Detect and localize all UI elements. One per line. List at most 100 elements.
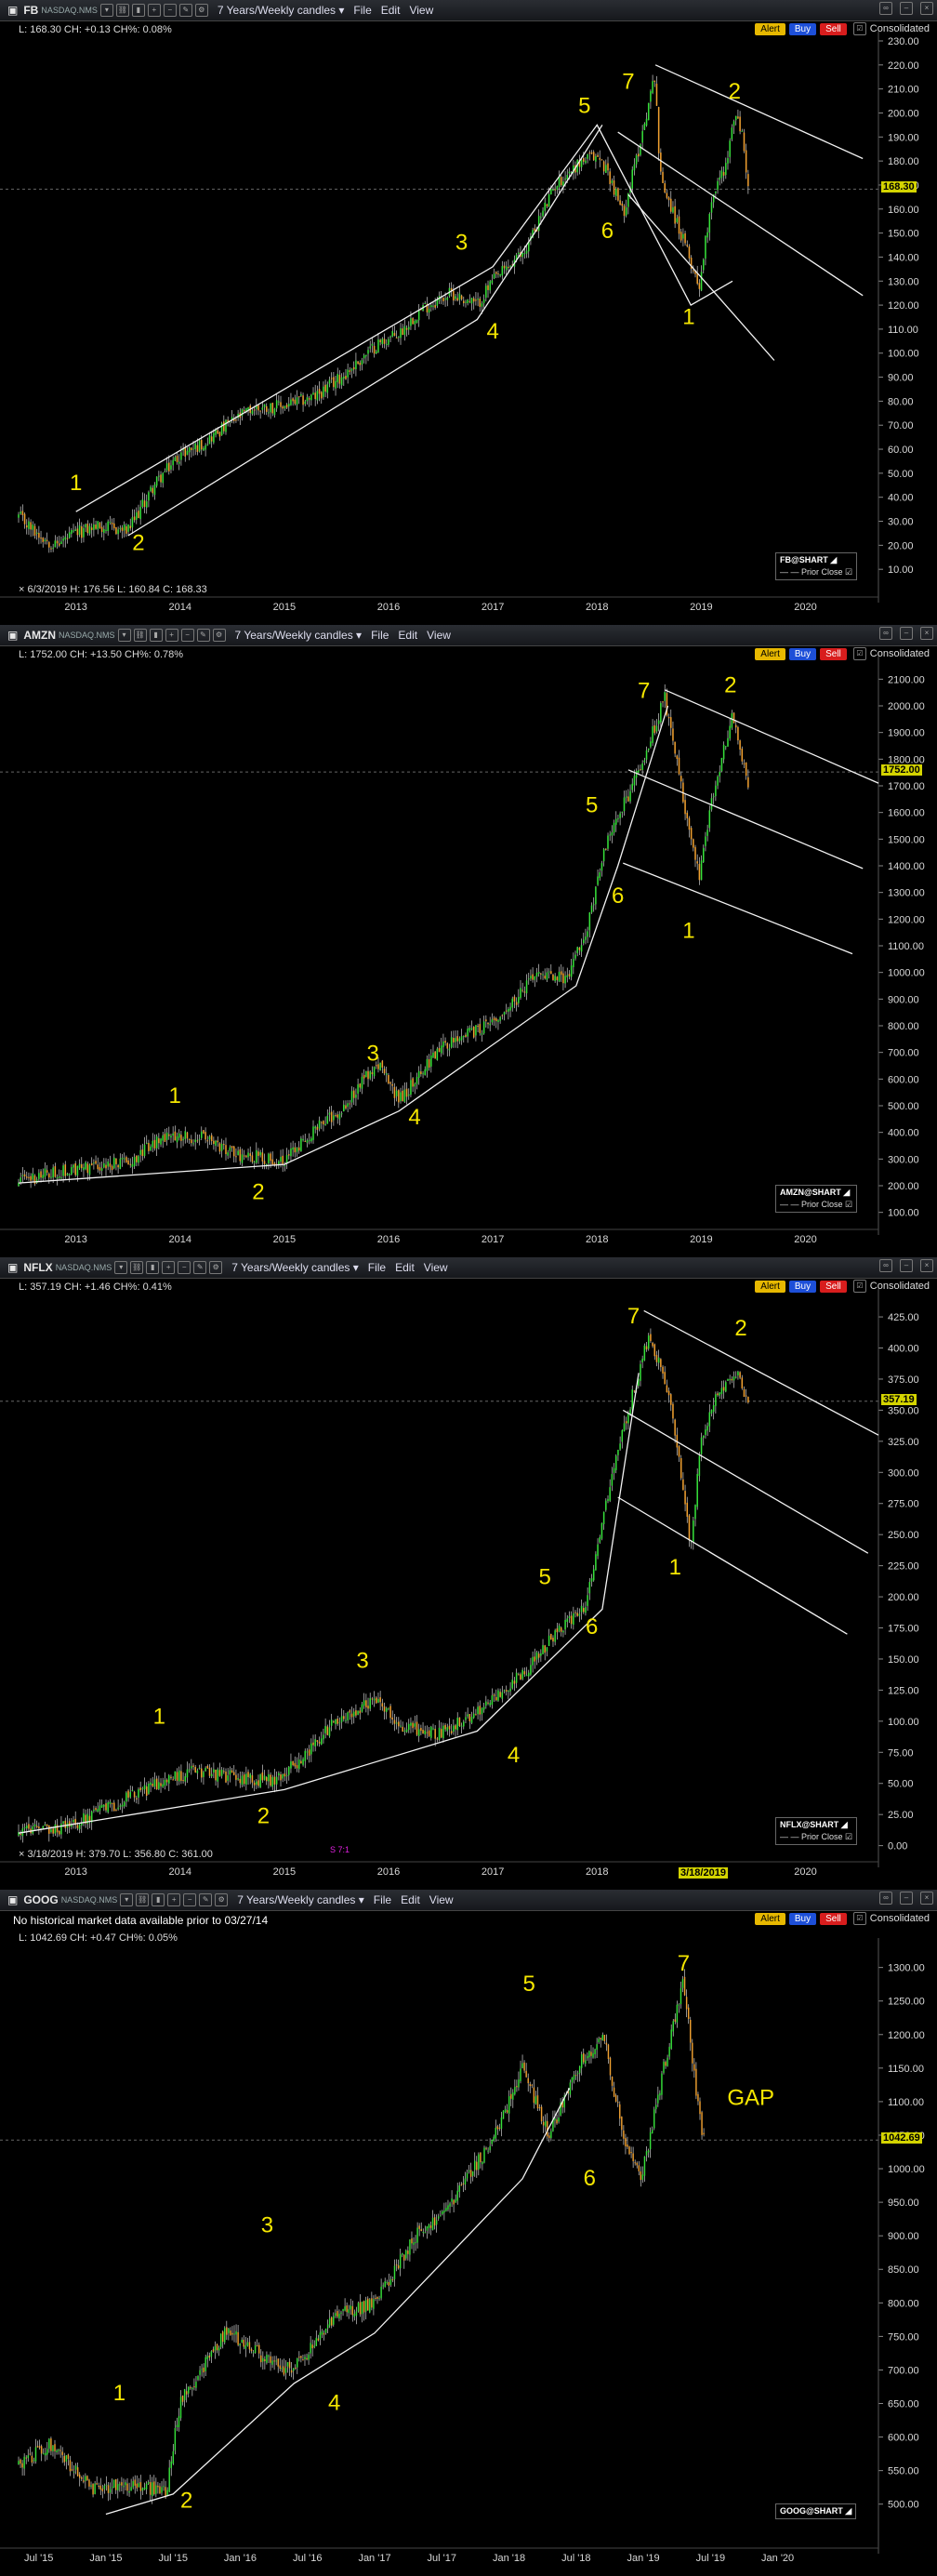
zoom-in-icon[interactable]: + [167, 1893, 181, 1906]
chart-window-icon[interactable]: ▣ [7, 4, 19, 17]
chart-window-icon[interactable]: ▣ [7, 629, 19, 642]
legend-box[interactable]: NFLX@SHART ◢ — — Prior Close ☑ [775, 1817, 858, 1845]
price-chart[interactable]: 500.00550.00600.00650.00700.00750.00800.… [0, 1890, 937, 2576]
settings-icon[interactable]: ⚙ [215, 1893, 229, 1906]
minimize-icon[interactable]: – [900, 1259, 913, 1272]
sell-button[interactable]: Sell [820, 1912, 847, 1925]
sell-button[interactable]: Sell [820, 647, 847, 660]
price-chart[interactable]: 100.00200.00300.00400.00500.00600.00700.… [0, 625, 937, 1257]
menu-view[interactable]: View [427, 629, 451, 642]
close-icon[interactable]: × [920, 1259, 933, 1272]
link-icon[interactable]: ⛓ [133, 629, 147, 642]
trend-line[interactable] [643, 1309, 879, 1436]
link-icon[interactable]: ⛓ [130, 1261, 144, 1274]
link-group-icon[interactable]: ∞ [879, 1259, 892, 1272]
period-selector[interactable]: 7 Years/Weekly candles ▾ [231, 1261, 359, 1274]
symbol-label[interactable]: FB [23, 4, 39, 17]
price-chart[interactable]: 0.0025.0050.0075.00100.00125.00150.00175… [0, 1257, 937, 1890]
chart-window-icon[interactable]: ▣ [7, 1261, 19, 1274]
zoom-in-icon[interactable]: + [162, 1261, 176, 1274]
legend-box[interactable]: AMZN@SHART ◢ — — Prior Close ☑ [775, 1185, 858, 1213]
link-group-icon[interactable]: ∞ [879, 1892, 892, 1905]
menu-file[interactable]: File [353, 4, 372, 17]
period-selector[interactable]: 7 Years/Weekly candles ▾ [234, 629, 363, 642]
link-group-icon[interactable]: ∞ [879, 627, 892, 640]
trend-line[interactable] [617, 1496, 848, 1635]
zoom-in-icon[interactable]: + [165, 629, 178, 642]
legend-box[interactable]: GOOG@SHART ◢ [775, 2503, 857, 2519]
trend-line[interactable] [627, 193, 775, 361]
menu-file[interactable]: File [371, 629, 389, 642]
trend-line[interactable] [654, 64, 864, 160]
legend-item-prior-close[interactable]: — — Prior Close ☑ [780, 1200, 853, 1209]
close-icon[interactable]: × [920, 1892, 933, 1905]
link-group-icon[interactable]: ∞ [879, 2, 892, 15]
close-icon[interactable]: × [920, 2, 933, 15]
menu-view[interactable]: View [409, 4, 434, 17]
sell-button[interactable]: Sell [820, 22, 847, 35]
symbol-label[interactable]: NFLX [23, 1261, 53, 1274]
checkbox-icon[interactable]: ☑ [852, 22, 866, 35]
menu-file[interactable]: File [373, 1893, 392, 1906]
trend-line[interactable] [623, 862, 853, 955]
period-selector[interactable]: 7 Years/Weekly candles ▾ [217, 4, 345, 17]
zoom-out-icon[interactable]: − [183, 1893, 197, 1906]
menu-view[interactable]: View [423, 1261, 448, 1274]
trend-line[interactable] [18, 1373, 640, 1834]
price-chart[interactable]: 10.0020.0030.0040.0050.0060.0070.0080.00… [0, 0, 937, 625]
alert-button[interactable]: Alert [755, 647, 785, 660]
buy-button[interactable]: Buy [788, 22, 817, 35]
buy-button[interactable]: Buy [788, 647, 817, 660]
buy-button[interactable]: Buy [788, 1280, 817, 1293]
legend-item-prior-close[interactable]: — — Prior Close ☑ [780, 1832, 853, 1841]
zoom-in-icon[interactable]: + [147, 4, 161, 17]
symbol-label[interactable]: GOOG [23, 1893, 59, 1906]
split-marker[interactable]: S 7:1 [330, 1845, 350, 1854]
trend-line[interactable] [105, 2088, 571, 2516]
dropdown-chevron-icon[interactable]: ▾ [120, 1893, 134, 1906]
zoom-out-icon[interactable]: − [178, 1261, 191, 1274]
checkbox-icon[interactable]: ☑ [852, 1280, 866, 1293]
zoom-out-icon[interactable]: − [163, 4, 177, 17]
zoom-out-icon[interactable]: − [180, 629, 194, 642]
draw-tool-icon[interactable]: ✎ [196, 629, 210, 642]
settings-icon[interactable]: ⚙ [212, 629, 226, 642]
symbol-label[interactable]: AMZN [23, 629, 57, 642]
sell-button[interactable]: Sell [820, 1280, 847, 1293]
checkbox-icon[interactable]: ☑ [852, 647, 866, 660]
bar-type-icon[interactable]: ▮ [152, 1893, 165, 1906]
menu-edit[interactable]: Edit [398, 629, 418, 642]
menu-view[interactable]: View [429, 1893, 454, 1906]
trend-line[interactable] [127, 125, 603, 537]
dropdown-chevron-icon[interactable]: ▾ [99, 4, 113, 17]
minimize-icon[interactable]: – [900, 1892, 913, 1905]
draw-tool-icon[interactable]: ✎ [193, 1261, 207, 1274]
dropdown-chevron-icon[interactable]: ▾ [117, 629, 131, 642]
settings-icon[interactable]: ⚙ [194, 4, 208, 17]
minimize-icon[interactable]: – [900, 627, 913, 640]
alert-button[interactable]: Alert [755, 22, 785, 35]
alert-button[interactable]: Alert [755, 1912, 785, 1925]
legend-item-prior-close[interactable]: — — Prior Close ☑ [780, 567, 853, 577]
trend-line[interactable] [18, 705, 669, 1184]
draw-tool-icon[interactable]: ✎ [178, 4, 192, 17]
legend-box[interactable]: FB@SHART ◢ — — Prior Close ☑ [775, 552, 858, 580]
settings-icon[interactable]: ⚙ [209, 1261, 223, 1274]
chart-window-icon[interactable]: ▣ [7, 1893, 19, 1906]
minimize-icon[interactable]: – [900, 2, 913, 15]
alert-button[interactable]: Alert [755, 1280, 785, 1293]
checkbox-icon[interactable]: ☑ [852, 1912, 866, 1925]
trend-line[interactable] [617, 131, 864, 297]
dropdown-chevron-icon[interactable]: ▾ [114, 1261, 128, 1274]
bar-type-icon[interactable]: ▮ [131, 4, 145, 17]
link-icon[interactable]: ⛓ [136, 1893, 150, 1906]
trend-line[interactable] [622, 1409, 869, 1554]
bar-type-icon[interactable]: ▮ [149, 629, 163, 642]
close-icon[interactable]: × [920, 627, 933, 640]
trend-line[interactable] [627, 769, 864, 870]
link-icon[interactable]: ⛓ [115, 4, 129, 17]
trend-line[interactable] [75, 124, 733, 512]
buy-button[interactable]: Buy [788, 1912, 817, 1925]
bar-type-icon[interactable]: ▮ [146, 1261, 160, 1274]
draw-tool-icon[interactable]: ✎ [199, 1893, 213, 1906]
